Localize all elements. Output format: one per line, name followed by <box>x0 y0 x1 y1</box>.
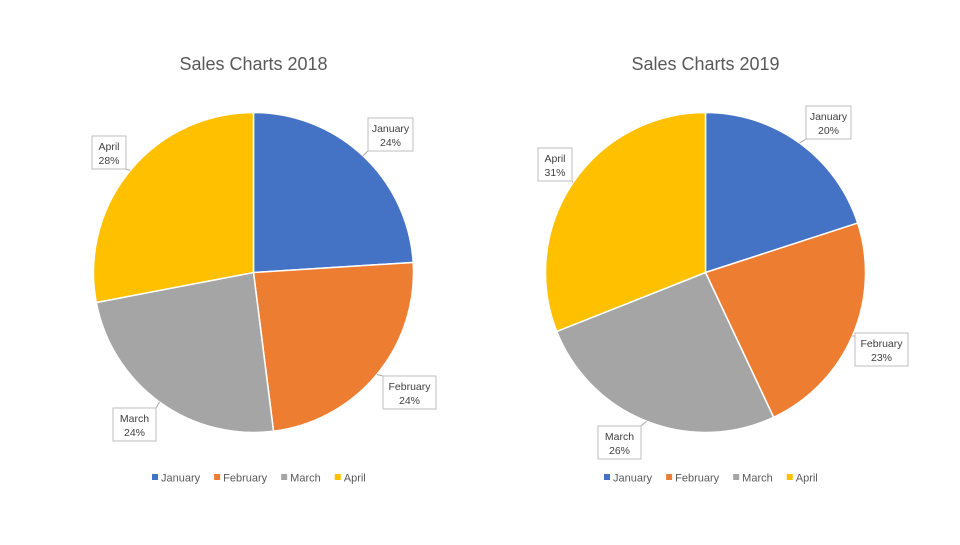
data-label-value: 26% <box>609 445 630 457</box>
data-label-category: January <box>810 111 848 123</box>
pie-chart-2018: Sales Charts 2018 January 24% February 24% M… <box>91 54 437 485</box>
data-label-category: January <box>372 123 410 135</box>
legend-item-january: January <box>152 473 201 485</box>
data-label-box <box>367 117 414 152</box>
legend-swatch <box>733 474 740 480</box>
data-label-box <box>382 375 437 410</box>
pie-slice-march <box>95 271 275 434</box>
pie-slices <box>544 111 867 434</box>
leader-line <box>799 138 807 144</box>
legend: January February March April <box>152 473 366 485</box>
data-label-value: 24% <box>399 395 420 407</box>
legend-item-january: January <box>604 473 653 485</box>
legend-swatch <box>604 474 610 480</box>
legend-swatch <box>214 474 221 480</box>
leader-line <box>376 374 384 377</box>
legend: January February March April <box>604 473 818 485</box>
legend-swatch <box>281 474 288 480</box>
legend-label: January <box>613 473 653 485</box>
pie-slice-january <box>252 111 414 274</box>
legend-swatch <box>786 474 793 480</box>
pie-slice-february <box>252 261 415 433</box>
data-label-box <box>805 105 852 140</box>
data-label-box <box>537 147 573 182</box>
legend-item-april: April <box>786 473 818 485</box>
legend-label: March <box>290 473 321 485</box>
data-label-box <box>91 135 127 170</box>
data-label-category: March <box>605 431 634 443</box>
legend-swatch <box>152 474 158 480</box>
data-label-value: 24% <box>124 427 145 439</box>
legend-label: March <box>742 473 773 485</box>
legend-item-february: February <box>666 473 720 485</box>
leader-line <box>125 168 131 171</box>
data-label-box <box>112 407 157 442</box>
data-label-category: February <box>860 338 903 350</box>
pie-slice-april <box>92 111 255 304</box>
leader-line <box>362 150 369 157</box>
data-label-category: February <box>388 381 431 393</box>
data-label-box <box>854 332 909 367</box>
data-label-value: 23% <box>871 352 892 364</box>
pie-slices <box>92 111 415 434</box>
data-label-box <box>597 425 642 460</box>
legend-item-march: March <box>281 473 321 485</box>
legend-swatch <box>334 474 341 480</box>
chart-title: Sales Charts 2019 <box>631 54 779 74</box>
legend-item-april: April <box>334 473 366 485</box>
legend-label: April <box>796 473 818 485</box>
pie-chart-2019: Sales Charts 2019 January 20% February 23% M… <box>537 54 909 485</box>
legend-item-february: February <box>214 473 268 485</box>
legend-label: January <box>161 473 201 485</box>
leader-line <box>640 420 647 427</box>
data-label-value: 20% <box>818 125 839 137</box>
legend-label: February <box>223 473 268 485</box>
data-label-value: 31% <box>544 167 565 179</box>
leader-line <box>155 401 160 409</box>
data-label-category: April <box>98 141 119 153</box>
chart-title: Sales Charts 2018 <box>179 54 327 74</box>
data-label-value: 28% <box>98 155 119 167</box>
pie-slice-march <box>555 271 775 434</box>
legend-item-march: March <box>733 473 773 485</box>
legend-swatch <box>666 474 673 480</box>
data-label-category: April <box>544 153 565 165</box>
data-labels: January 24% February 24% March 24% April 28% <box>91 117 437 442</box>
data-label-category: March <box>120 413 149 425</box>
data-label-value: 24% <box>380 137 401 149</box>
legend-label: February <box>675 473 720 485</box>
data-labels: January 20% February 23% March 26% April 31% <box>537 105 909 460</box>
legend-label: April <box>344 473 366 485</box>
